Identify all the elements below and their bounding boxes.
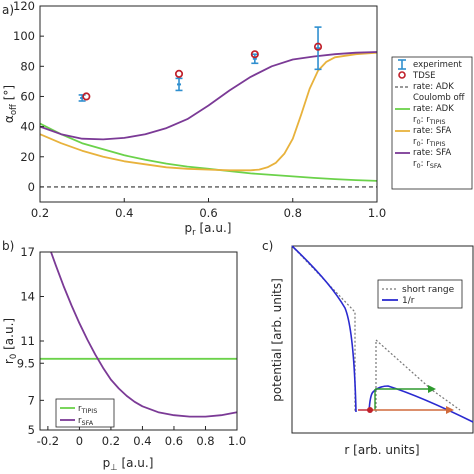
legend-c-short-range: short range (382, 285, 455, 295)
panel-b-xtick-label: 1.0 (228, 434, 246, 448)
panel-b-ytick-label: 9.5 (17, 356, 35, 370)
panel-b: b) -0.2 0 0.2 0.4 0.6 0.8 1.0 5 7 9.5 11 14 17 p⊥ [… (2, 239, 246, 473)
panel-a-ytick-label: 80 (20, 59, 35, 73)
panel-c: c) short range 1/r r [arb (262, 239, 474, 457)
panel-a-y-ticks: 0 20 40 60 80 100 120 (13, 0, 44, 194)
tdse-point (313, 42, 323, 51)
short-range-curve-right (375, 338, 461, 412)
panel-a-ytick-label: 60 (20, 89, 35, 103)
legend-experiment: experiment (398, 59, 462, 70)
panel-a-xtick-label: 0.8 (284, 206, 302, 220)
panel-a-x-label: pr [a.u.] (185, 221, 232, 238)
legend-adk-text: rate: ADK (413, 104, 454, 114)
panel-a-ytick-label: 40 (20, 120, 35, 134)
legend-adk-text2: r0: rTIPIS (413, 115, 446, 126)
panel-a-plot-area (39, 26, 378, 188)
panel-a: a) 0.2 0.4 0.6 0.8 1.0 0 20 40 60 80 100 120 pr [a… (2, 0, 473, 238)
tdse-point (82, 92, 91, 101)
panel-b-xtick-label: 0.8 (196, 434, 214, 448)
experiment-point (316, 47, 321, 50)
legend-b-sfa-text: rSFA (78, 416, 94, 427)
legend-adk-off-text2: Coulomb off (413, 93, 466, 103)
panel-a-ytick-label: 20 (20, 150, 35, 164)
panel-a-xtick-label: 0.6 (199, 206, 217, 220)
experiment-point (252, 57, 257, 60)
legend-b-sfa: rSFA (60, 416, 94, 427)
panel-a-legend-box (391, 56, 473, 190)
panel-c-y-label: potential [arb. units] (270, 278, 284, 402)
panel-b-ytick-label: 11 (20, 334, 35, 348)
one-over-r-curve-right (368, 385, 474, 423)
panel-c-legend: short range 1/r (377, 279, 463, 309)
short-range-curve-left (291, 245, 356, 412)
panel-b-xtick-label: 0.4 (133, 434, 151, 448)
panel-a-series-line-3 (39, 51, 378, 141)
panel-a-legend: experiment TDSE rate: ADK Coulomb off ra… (391, 56, 473, 190)
panel-b-legend-box (55, 398, 115, 428)
panel-b-ytick-label: 17 (20, 245, 35, 259)
legend-rsfa-text2: r0: rSFA (413, 159, 442, 170)
panel-c-x-label: r [arb. units] (344, 443, 419, 457)
legend-sfa: rate: SFA r0: rTIPIS (395, 126, 451, 148)
panel-b-y-label: r0 [a.u.] (2, 318, 19, 364)
tdse-point (250, 50, 259, 59)
legend-adk: rate: ADK r0: rTIPIS (395, 104, 454, 126)
experiment-point (80, 96, 85, 99)
legend-c-one-over-r-text: 1/r (402, 296, 415, 306)
panel-a-letter: a) (2, 3, 14, 17)
legend-adk-coulomb-off: rate: ADK Coulomb off (395, 82, 466, 103)
panel-a-ytick-label: 0 (28, 180, 35, 194)
panel-b-x-label: p⊥ [a.u.] (103, 456, 154, 473)
panel-a-ytick-label: 100 (13, 29, 35, 43)
one-over-r-curve-left (291, 245, 357, 413)
green-arrow-head (428, 385, 436, 393)
experiment-point (177, 83, 182, 86)
panel-b-ytick-label: 5 (28, 423, 35, 437)
panel-b-letter: b) (2, 239, 14, 253)
legend-adk-off-text: rate: ADK (413, 82, 454, 92)
legend-rsfa-text: rate: SFA (413, 148, 451, 158)
legend-b-tipis: rTIPIS (60, 404, 97, 415)
panel-c-legend-box (377, 279, 463, 309)
panel-a-xtick-label: 0.2 (31, 206, 49, 220)
panel-a-series-line-2 (39, 51, 378, 172)
panel-b-xtick-label: 0.6 (165, 434, 183, 448)
panel-c-frame (291, 245, 474, 434)
legend-experiment-text: experiment (413, 60, 462, 70)
panel-a-ytick-label: 120 (13, 0, 35, 13)
panel-c-letter: c) (262, 239, 273, 253)
panel-b-x-ticks: -0.2 0 0.2 0.4 0.6 0.8 1.0 (37, 426, 246, 448)
legend-tdse-text: TDSE (412, 71, 436, 81)
legend-tdse: TDSE (398, 71, 436, 81)
panel-a-xtick-label: 0.4 (115, 206, 133, 220)
legend-b-tipis-text: rTIPIS (78, 404, 97, 415)
panel-a-x-ticks: 0.2 0.4 0.6 0.8 1.0 (31, 198, 386, 220)
panel-b-y-ticks: 5 7 9.5 11 14 17 (17, 245, 44, 437)
panel-b-ytick-label: 7 (28, 393, 35, 407)
panel-a-xtick-label: 1.0 (368, 206, 386, 220)
legend-sfa-text: rate: SFA (413, 126, 451, 136)
panel-b-legend: rTIPIS rSFA (55, 398, 115, 428)
legend-rsfa: rate: SFA r0: rSFA (395, 148, 451, 170)
panel-a-frame (39, 5, 378, 203)
legend-c-one-over-r: 1/r (382, 296, 415, 306)
panel-b-xtick-label: 0 (76, 434, 83, 448)
panel-b-xtick-label: -0.2 (37, 434, 59, 448)
red-point (367, 407, 373, 413)
tdse-point (174, 69, 184, 78)
legend-sfa-text2: r0: rTIPIS (413, 137, 446, 148)
panel-b-series-line-1 (50, 251, 238, 418)
legend-c-short-range-text: short range (402, 285, 455, 295)
panel-b-ytick-label: 14 (20, 290, 35, 304)
panel-b-plot-area (40, 251, 238, 418)
orange-arrow-head (446, 406, 454, 414)
panel-b-xtick-label: 0.2 (102, 434, 120, 448)
panel-a-y-label: αoff [°] (2, 85, 19, 123)
